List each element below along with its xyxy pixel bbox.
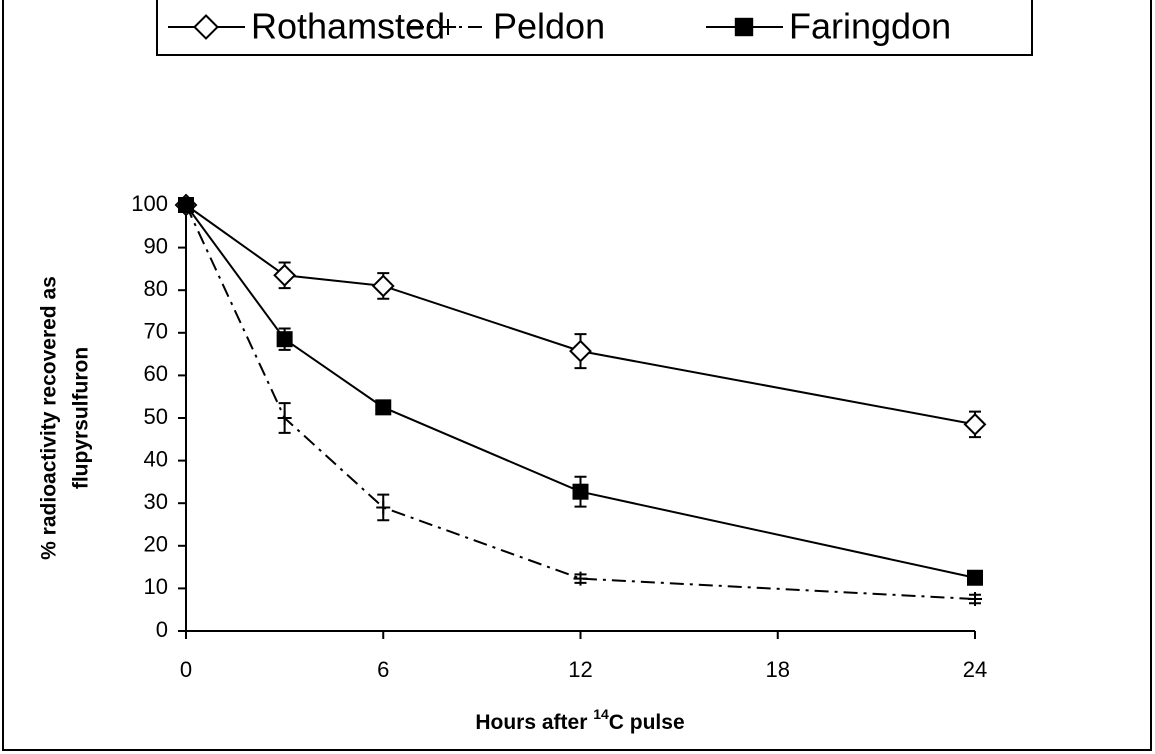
series-line — [185, 204, 976, 579]
marker — [967, 569, 983, 586]
y-tick-label: 100 — [131, 191, 168, 216]
series-line — [185, 204, 976, 426]
y-tick-label: 80 — [144, 276, 168, 301]
x-axis-title-part: C pulse — [609, 711, 685, 734]
y-tick-label: 10 — [144, 574, 168, 599]
y-tick-label: 70 — [144, 319, 168, 344]
legend-label: Peldon — [493, 6, 605, 47]
x-tick-label: 24 — [963, 657, 987, 682]
y-tick-label: 50 — [144, 404, 168, 429]
marker — [573, 571, 588, 586]
series-line — [185, 204, 976, 601]
x-axis-title-part: Hours after — [475, 711, 593, 734]
marker — [569, 339, 592, 363]
marker — [276, 331, 293, 348]
x-axis-title-superscript: 14 — [593, 706, 609, 722]
legend-box — [156, 0, 1033, 56]
marker — [968, 592, 982, 607]
marker — [375, 399, 392, 416]
y-tick-label: 20 — [144, 532, 168, 557]
y-tick-label: 90 — [144, 233, 168, 258]
marker — [273, 263, 297, 287]
marker — [963, 412, 987, 436]
legend-marker — [439, 18, 457, 36]
x-tick-label: 18 — [766, 657, 790, 682]
marker — [371, 274, 395, 298]
y-tick-label: 0 — [156, 617, 168, 642]
y-axis-title: % radioactivity recovered as — [38, 276, 61, 560]
legend-label: Faringdon — [789, 6, 951, 47]
x-tick-label: 0 — [180, 657, 192, 682]
y-tick-label: 60 — [144, 361, 168, 386]
marker — [277, 411, 292, 425]
marker — [178, 197, 194, 213]
y-tick-label: 40 — [144, 446, 168, 471]
x-tick-label: 12 — [568, 657, 592, 682]
x-axis-title: Hours after 14C pulse — [475, 706, 684, 734]
legend-marker — [734, 17, 754, 37]
y-tick-label: 30 — [144, 489, 168, 514]
x-tick-label: 6 — [377, 657, 389, 682]
y-axis-title: flupyrsulfuron — [70, 347, 93, 489]
legend-marker — [193, 14, 219, 40]
marker — [572, 483, 589, 500]
marker — [376, 500, 391, 515]
